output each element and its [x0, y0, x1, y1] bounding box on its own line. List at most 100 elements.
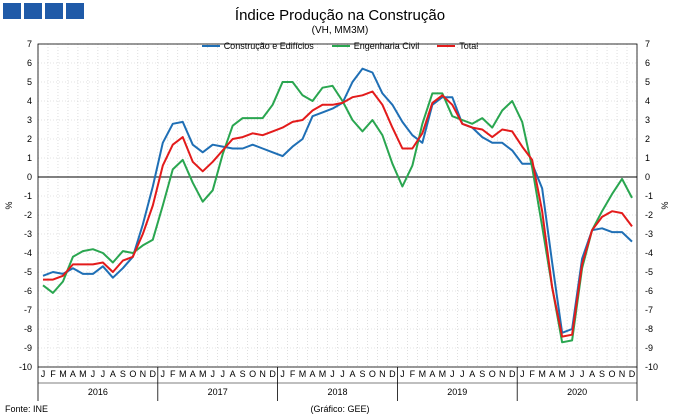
- x-tick-label-year: 2018: [327, 387, 347, 397]
- x-tick-label-month: J: [400, 369, 405, 379]
- x-tick-label-month: A: [230, 369, 236, 379]
- logo-square: [24, 3, 42, 19]
- x-tick-label-month: N: [140, 369, 147, 379]
- y-tick-label-right: 2: [645, 134, 650, 144]
- y-tick-label-right: 3: [645, 115, 650, 125]
- x-tick-label-month: F: [50, 369, 56, 379]
- x-tick-label-month: N: [259, 369, 266, 379]
- credit-note: (Gráfico: GEE): [310, 404, 370, 414]
- x-tick-label-year: 2019: [447, 387, 467, 397]
- x-tick-label-month: A: [70, 369, 76, 379]
- y-tick-label-right: -10: [645, 362, 658, 372]
- x-tick-label-month: D: [509, 369, 516, 379]
- y-tick-label-right: -5: [645, 267, 653, 277]
- legend-item-construcao: Construção e Edifícios: [201, 41, 314, 51]
- y-tick-label-left: -8: [24, 324, 32, 334]
- x-tick-label-month: N: [499, 369, 506, 379]
- x-tick-label-month: D: [389, 369, 396, 379]
- x-tick-label-month: J: [330, 369, 335, 379]
- x-tick-label-month: D: [269, 369, 276, 379]
- x-tick-label-month: A: [589, 369, 595, 379]
- y-tick-label-right: -8: [645, 324, 653, 334]
- x-tick-label-month: M: [59, 369, 67, 379]
- y-tick-label-right: -6: [645, 286, 653, 296]
- x-tick-label-month: O: [129, 369, 136, 379]
- legend-item-engenharia: Engenharia Civil: [331, 41, 420, 51]
- y-tick-label-right: 0: [645, 172, 650, 182]
- logo-square: [45, 3, 63, 19]
- y-tick-label-left: -4: [24, 248, 32, 258]
- x-tick-label-month: D: [150, 369, 157, 379]
- y-tick-label-right: -7: [645, 305, 653, 315]
- y-axis-label-left: %: [4, 201, 14, 209]
- y-tick-label-right: -4: [645, 248, 653, 258]
- y-tick-label-left: 2: [27, 134, 32, 144]
- x-tick-label-month: J: [41, 369, 46, 379]
- y-tick-label-right: 7: [645, 39, 650, 49]
- x-tick-label-month: N: [379, 369, 386, 379]
- x-tick-label-month: M: [179, 369, 187, 379]
- x-tick-label-year: 2017: [208, 387, 228, 397]
- x-tick-label-month: O: [609, 369, 616, 379]
- x-tick-label-month: M: [439, 369, 447, 379]
- series-line-3: [42, 90, 633, 338]
- logo-square: [66, 3, 84, 19]
- y-tick-label-left: 4: [27, 96, 32, 106]
- y-tick-label-left: 0: [27, 172, 32, 182]
- legend-label-total: Total: [459, 41, 479, 51]
- legend-swatch-total: [437, 45, 456, 47]
- chart-title: Índice Produção na Construção: [234, 7, 446, 24]
- y-tick-label-right: 6: [645, 58, 650, 68]
- legend-label-construcao: Construção e Edifícios: [223, 41, 314, 51]
- legend-swatch-construcao: [201, 45, 220, 47]
- y-tick-label-left: -3: [24, 229, 32, 239]
- legend-swatch-engenharia: [331, 45, 350, 47]
- y-tick-label-right: -2: [645, 210, 653, 220]
- source-note: Fonte: INE: [5, 404, 49, 414]
- x-tick-label-month: J: [340, 369, 345, 379]
- x-tick-label-month: S: [479, 369, 485, 379]
- x-tick-label-month: A: [349, 369, 355, 379]
- y-tick-label-left: 7: [27, 39, 32, 49]
- legend-item-total: Total: [437, 41, 478, 51]
- x-tick-label-month: J: [580, 369, 585, 379]
- y-axis-label-right: %: [660, 201, 670, 209]
- x-tick-label-month: A: [469, 369, 475, 379]
- x-tick-label-month: A: [549, 369, 555, 379]
- y-tick-label-left: 3: [27, 115, 32, 125]
- x-tick-label-month: J: [520, 369, 525, 379]
- x-tick-label-month: A: [429, 369, 435, 379]
- x-tick-label-month: J: [210, 369, 215, 379]
- y-tick-label-left: -7: [24, 305, 32, 315]
- x-tick-label-month: J: [280, 369, 285, 379]
- y-tick-label-left: -5: [24, 267, 32, 277]
- x-tick-label-month: F: [410, 369, 416, 379]
- legend-label-engenharia: Engenharia Civil: [353, 41, 420, 51]
- y-tick-label-left: -9: [24, 343, 32, 353]
- x-tick-label-month: J: [101, 369, 106, 379]
- x-tick-label-month: J: [450, 369, 455, 379]
- x-tick-label-month: N: [619, 369, 626, 379]
- y-tick-label-right: -1: [645, 191, 653, 201]
- y-tick-label-left: 6: [27, 58, 32, 68]
- x-tick-label-month: D: [629, 369, 636, 379]
- x-tick-label-month: J: [220, 369, 225, 379]
- series-line-2: [42, 81, 633, 344]
- x-tick-label-year: 2020: [567, 387, 587, 397]
- x-tick-label-month: A: [110, 369, 116, 379]
- y-tick-label-right: 1: [645, 153, 650, 163]
- plot-frame: [37, 43, 638, 368]
- x-tick-label-month: O: [369, 369, 376, 379]
- y-tick-label-left: 1: [27, 153, 32, 163]
- x-tick-label-month: F: [529, 369, 535, 379]
- logo-square: [3, 3, 21, 19]
- x-tick-label-month: J: [91, 369, 96, 379]
- x-tick-label-month: M: [299, 369, 307, 379]
- x-tick-label-month: J: [460, 369, 465, 379]
- x-tick-label-month: S: [240, 369, 246, 379]
- chart-legend: Construção e Edifícios Engenharia Civil …: [0, 41, 680, 51]
- x-tick-label-month: S: [120, 369, 126, 379]
- ine-logo: [3, 3, 84, 19]
- x-tick-label-month: M: [558, 369, 566, 379]
